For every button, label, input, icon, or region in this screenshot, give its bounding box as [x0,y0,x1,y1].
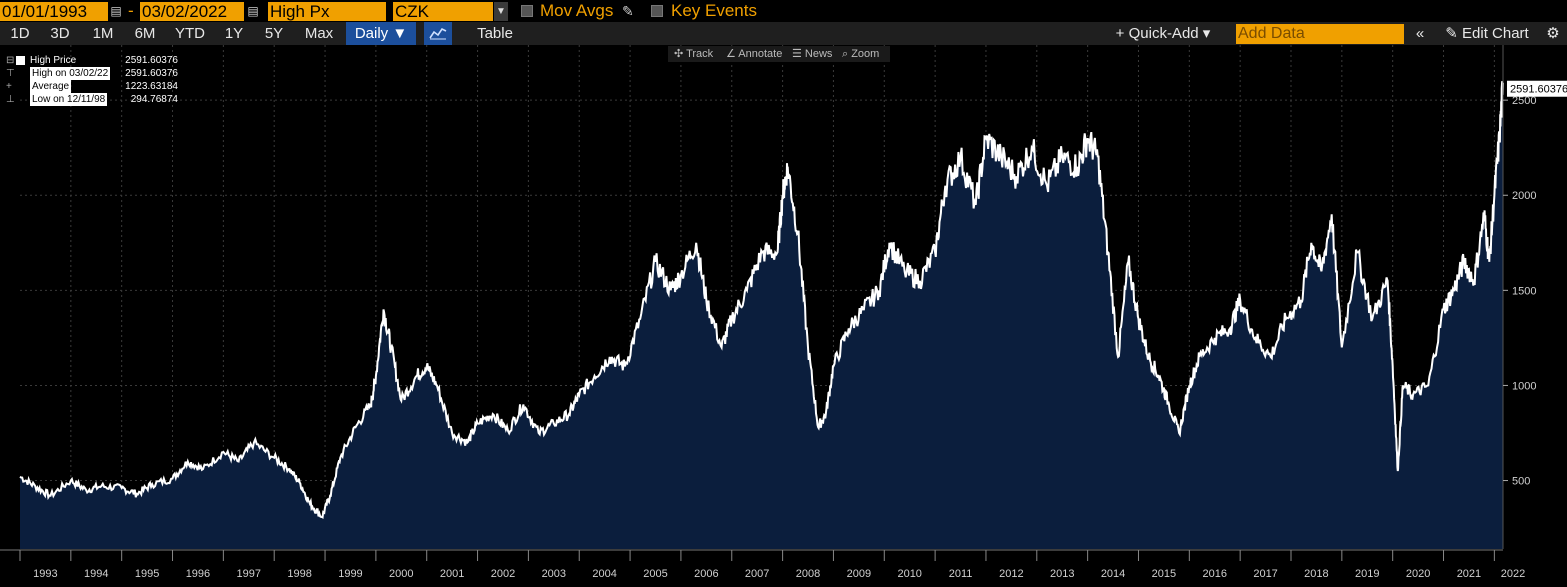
x-tick-label: 2017 [1253,568,1277,580]
x-tick-label: 2019 [1355,568,1379,580]
legend-label: Average [30,80,72,93]
series-color-swatch [16,56,25,65]
period-1d-button[interactable]: 1D [4,22,36,45]
x-tick-label: 2006 [694,568,718,580]
x-tick-label: 1994 [84,568,108,580]
chart-legend: ⊟ High Price 2591.60376 ⊤ High on 03/02/… [6,54,178,106]
legend-label: High Price [30,55,77,66]
x-tick-label: 2012 [999,568,1023,580]
start-date-field[interactable]: 01/01/1993 [0,2,108,21]
table-button[interactable]: Table [462,22,528,45]
x-tick-label: 2009 [847,568,871,580]
edit-chart-button[interactable]: ✎ Edit Chart [1434,22,1540,45]
legend-row: + Average 1223.63184 [6,80,178,93]
x-tick-label: 2003 [542,568,566,580]
currency-select[interactable]: CZK [393,2,493,21]
y-tick-label: 500 [1512,476,1530,488]
y-tick-label: 1500 [1512,285,1536,297]
add-data-input[interactable]: Add Data [1236,24,1404,44]
period-5y-button[interactable]: 5Y [258,22,290,45]
legend-label: Low on 12/11/98 [30,93,108,106]
collapse-icon[interactable]: « [1408,22,1432,45]
high-marker-icon: ⊤ [6,68,15,79]
legend-row[interactable]: ⊟ High Price 2591.60376 [6,54,178,67]
legend-value: 2591.60376 [125,68,178,79]
x-tick-label: 2022 [1501,568,1525,580]
legend-value: 2591.60376 [125,55,178,66]
average-marker-icon: + [6,81,12,92]
legend-row: ⊤ High on 03/02/22 2591.60376 [6,67,178,80]
track-tool[interactable]: ✣ Track [674,48,714,60]
price-line [19,80,1504,520]
legend-value: 1223.63184 [125,81,178,92]
period-1y-button[interactable]: 1Y [218,22,250,45]
price-area [20,81,1503,549]
mov-avgs-label[interactable]: Mov Avgs [540,1,614,20]
x-tick-label: 1998 [287,568,311,580]
price-field-select[interactable]: High Px [268,2,386,21]
period-6m-button[interactable]: 6M [127,22,163,45]
x-tick-label: 2001 [440,568,464,580]
x-tick-label: 2005 [643,568,667,580]
frequency-dropdown[interactable]: Daily ▼ [346,22,416,45]
last-price-label: 2591.60376 [1510,84,1567,96]
settings-gear-icon[interactable]: ⚙ [1542,22,1564,45]
security-toolbar: 01/01/1993 ▤ - 03/02/2022 ▤ High Px CZK … [0,0,1567,23]
legend-label: High on 03/02/22 [30,67,111,80]
x-tick-label: 2011 [949,568,973,580]
period-ytd-button[interactable]: YTD [170,22,210,45]
legend-row: ⊥ Low on 12/11/98 294.76874 [6,93,178,106]
x-tick-label: 2021 [1457,568,1481,580]
chart-canvas: 500 1000 1500 2000 2500 1993 1994 1995 1996 1997… [0,45,1567,587]
low-marker-icon: ⊥ [6,94,15,105]
x-tick-label: 2016 [1202,568,1226,580]
chart-controls: 1D 3D 1M 6M YTD 1Y 5Y Max Daily ▼ Table … [0,22,1567,45]
mov-avgs-checkbox[interactable] [521,5,533,17]
x-tick-label: 2007 [745,568,769,580]
x-tick-label: 2010 [897,568,921,580]
legend-value: 294.76874 [130,94,178,105]
date-separator: - [128,1,134,20]
chart-tools-bar: ✣ Track ∠ Annotate ☰ News ⌕ Zoom [668,46,890,62]
x-tick-label: 2000 [389,568,413,580]
y-tick-label: 2500 [1512,95,1536,107]
x-tick-label: 2015 [1152,568,1176,580]
x-tick-label: 2014 [1101,568,1125,580]
start-calendar-icon[interactable]: ▤ [110,4,122,18]
chevron-down-icon[interactable]: ▼ [494,2,508,21]
line-chart-icon[interactable] [424,22,452,45]
x-tick-label: 1999 [338,568,362,580]
x-tick-label: 1995 [135,568,159,580]
news-tool[interactable]: ☰ News [792,48,833,60]
annotate-tool[interactable]: ∠ Annotate [726,48,783,60]
x-tick-label: 2008 [796,568,820,580]
last-price-badge [1507,80,1567,97]
y-tick-label: 1000 [1512,380,1536,392]
period-max-button[interactable]: Max [298,22,340,45]
x-tick-label: 1997 [237,568,261,580]
x-axis-band [0,549,1567,587]
end-calendar-icon[interactable]: ▤ [247,4,259,18]
x-tick-label: 2013 [1050,568,1074,580]
zoom-tool[interactable]: ⌕ Zoom [842,48,880,60]
quick-add-button[interactable]: + Quick-Add ▾ [1102,22,1224,45]
x-tick-label: 1993 [33,568,57,580]
period-3d-button[interactable]: 3D [44,22,76,45]
key-events-label[interactable]: Key Events [671,1,757,20]
y-tick-label: 2000 [1512,190,1536,202]
price-chart[interactable]: 500 1000 1500 2000 2500 1993 1994 1995 1996 1997… [0,45,1567,587]
x-tick-label: 1996 [186,568,210,580]
period-1m-button[interactable]: 1M [85,22,121,45]
end-date-field[interactable]: 03/02/2022 [140,2,244,21]
x-tick-label: 2002 [491,568,515,580]
expand-icon[interactable]: ⊟ [6,55,15,66]
key-events-checkbox[interactable] [651,5,663,17]
x-tick-label: 2020 [1406,568,1430,580]
x-tick-label: 2018 [1304,568,1328,580]
x-tick-label: 2004 [592,568,616,580]
pencil-icon[interactable]: ✎ [622,3,634,19]
